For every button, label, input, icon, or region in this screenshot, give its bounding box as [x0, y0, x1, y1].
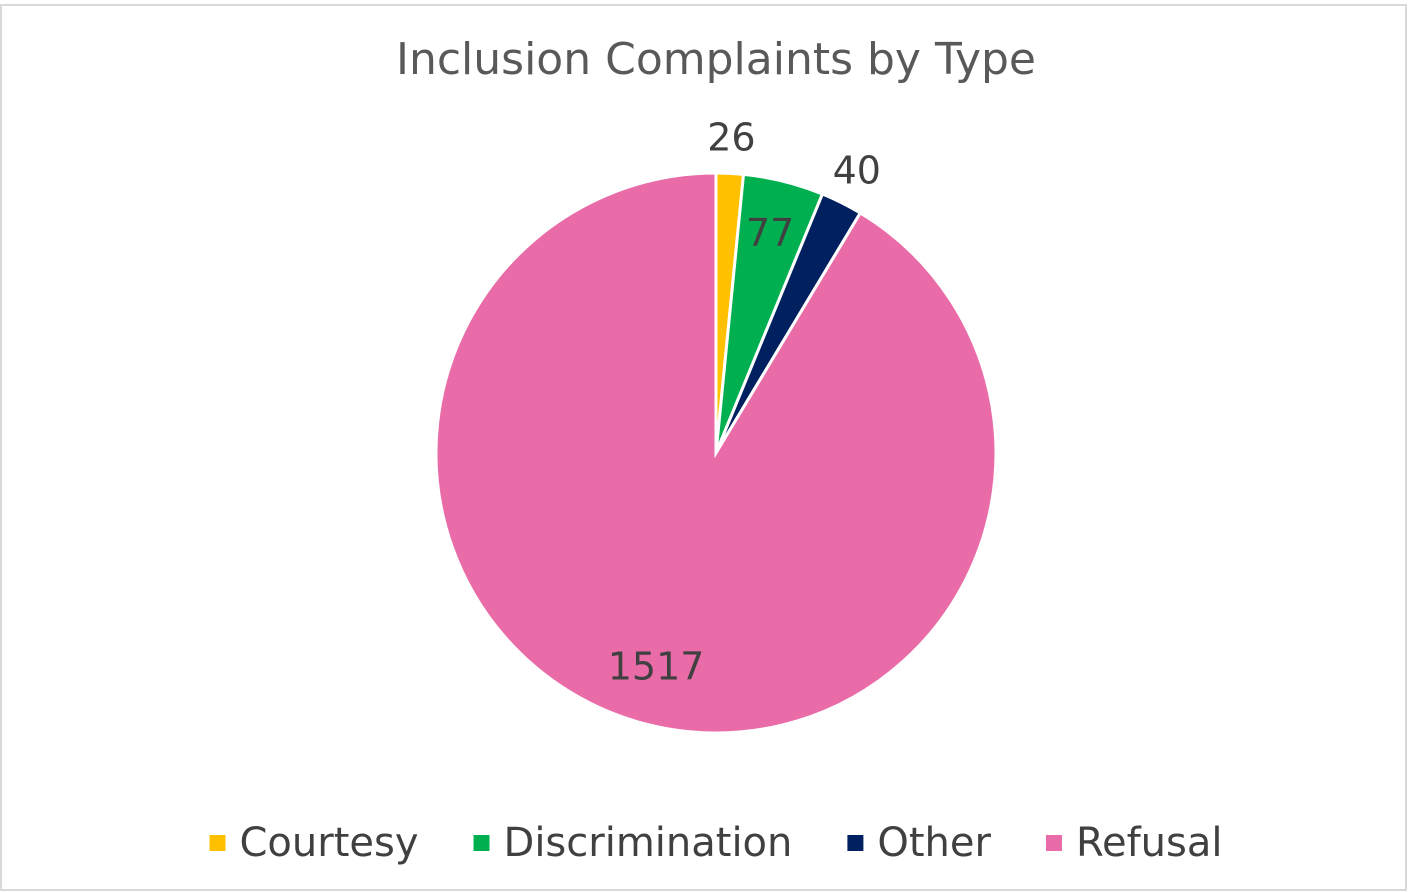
data-label: 40: [833, 148, 881, 192]
chart-title: Inclusion Complaints by Type: [396, 34, 1036, 85]
legend-swatch: [1045, 835, 1062, 851]
legend-label: Refusal: [1076, 820, 1223, 866]
pie-slice: [434, 171, 998, 735]
data-label: 26: [707, 115, 755, 159]
legend-swatch: [847, 835, 864, 851]
legend-label: Discrimination: [504, 820, 793, 866]
data-label: 1517: [608, 644, 705, 688]
data-label: 77: [746, 211, 794, 255]
legend-swatch: [473, 835, 490, 851]
legend-label: Other: [877, 820, 991, 866]
legend-label: Courtesy: [240, 820, 419, 866]
legend-swatch: [209, 835, 226, 851]
